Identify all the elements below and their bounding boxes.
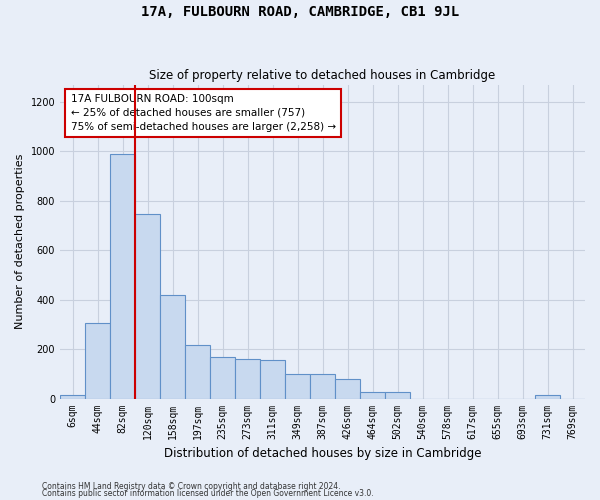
Bar (135, 214, 160, 398)
Text: Contains public sector information licensed under the Open Government Licence v3: Contains public sector information licen… (42, 490, 374, 498)
Text: 17A, FULBOURN ROAD, CAMBRIDGE, CB1 9JL: 17A, FULBOURN ROAD, CAMBRIDGE, CB1 9JL (141, 5, 459, 19)
Bar (110, 154, 135, 398)
Title: Size of property relative to detached houses in Cambridge: Size of property relative to detached ho… (149, 69, 496, 82)
Bar (535, 395, 560, 398)
X-axis label: Distribution of detached houses by size in Cambridge: Distribution of detached houses by size … (164, 447, 481, 460)
Bar (360, 392, 385, 398)
Bar (310, 374, 335, 398)
Text: Contains HM Land Registry data © Crown copyright and database right 2024.: Contains HM Land Registry data © Crown c… (42, 482, 341, 491)
Bar (285, 374, 310, 398)
Bar (385, 392, 410, 398)
Bar (335, 379, 360, 398)
Bar (235, 359, 260, 399)
Bar (160, 294, 185, 399)
Bar (210, 356, 235, 399)
Bar (60, 395, 85, 398)
Text: 17A FULBOURN ROAD: 100sqm
← 25% of detached houses are smaller (757)
75% of semi: 17A FULBOURN ROAD: 100sqm ← 25% of detac… (71, 94, 335, 132)
Bar (85, 323, 110, 398)
Bar (260, 360, 285, 399)
Bar (185, 346, 210, 399)
Y-axis label: Number of detached properties: Number of detached properties (15, 154, 25, 329)
